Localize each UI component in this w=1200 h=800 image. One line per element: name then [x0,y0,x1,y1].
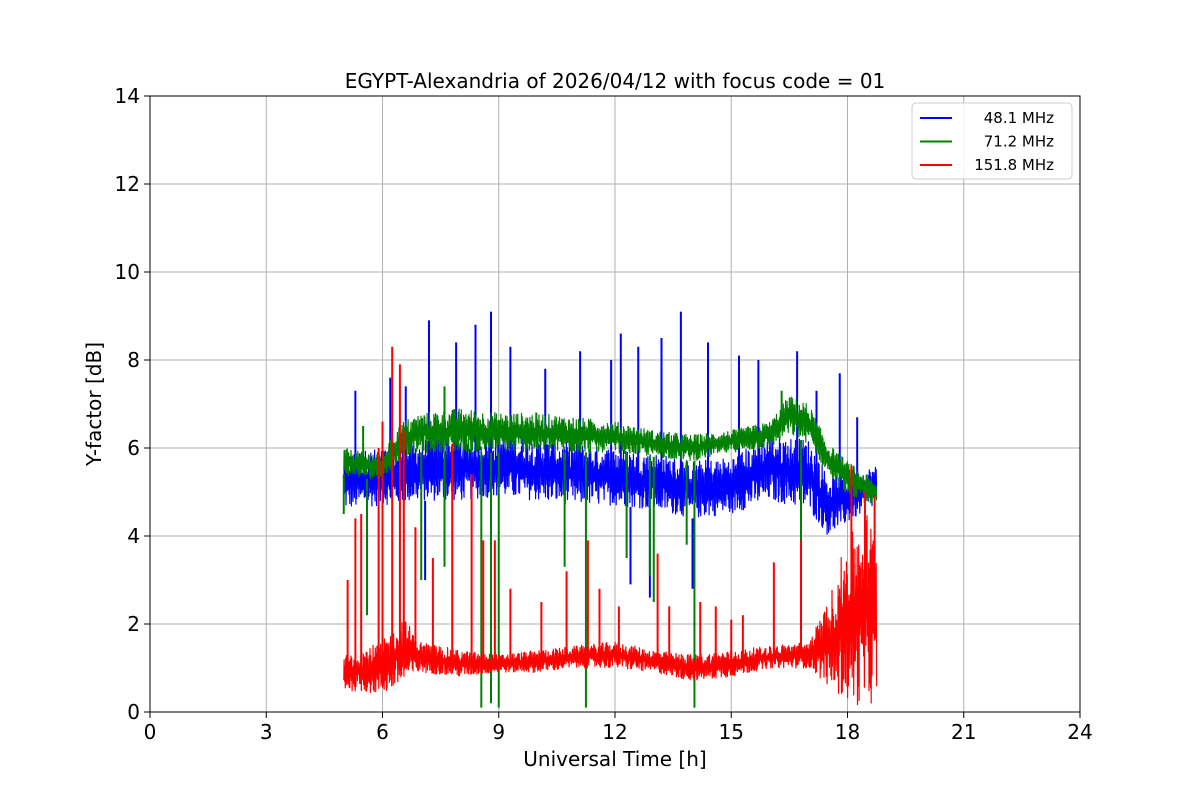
chart-title: EGYPT-Alexandria of 2026/04/12 with focu… [345,69,886,93]
x-tick-label: 6 [376,720,389,744]
y-tick-label: 2 [127,612,140,636]
x-tick-label: 0 [144,720,157,744]
series-line [343,434,878,535]
x-tick-label: 3 [260,720,273,744]
x-tick-label: 18 [835,720,860,744]
y-tick-label: 0 [127,700,140,724]
x-tick-label: 9 [492,720,505,744]
series-group [342,311,878,708]
series-0 [343,311,878,598]
x-tick-label: 15 [719,720,744,744]
x-tick-label: 24 [1067,720,1092,744]
legend-label: 48.1 MHz [984,109,1054,127]
y-tick-label: 6 [127,436,140,460]
y-tick-label: 10 [115,260,140,284]
x-axis-label: Universal Time [h] [523,747,706,771]
series-line [343,396,878,504]
x-tick-label: 21 [951,720,976,744]
y-tick-label: 12 [115,172,140,196]
series-2 [343,346,878,706]
y-axis-label: Y-factor [dB] [82,342,106,467]
legend-label: 151.8 MHz [974,156,1054,174]
legend: 48.1 MHz 71.2 MHz 151.8 MHz [911,102,1073,180]
x-tick-label: 12 [602,720,627,744]
y-tick-label: 4 [127,524,140,548]
legend-label: 71.2 MHz [984,133,1054,151]
y-tick-label: 8 [127,348,140,372]
y-tick-label: 14 [115,84,140,108]
legend-box [911,102,1073,180]
